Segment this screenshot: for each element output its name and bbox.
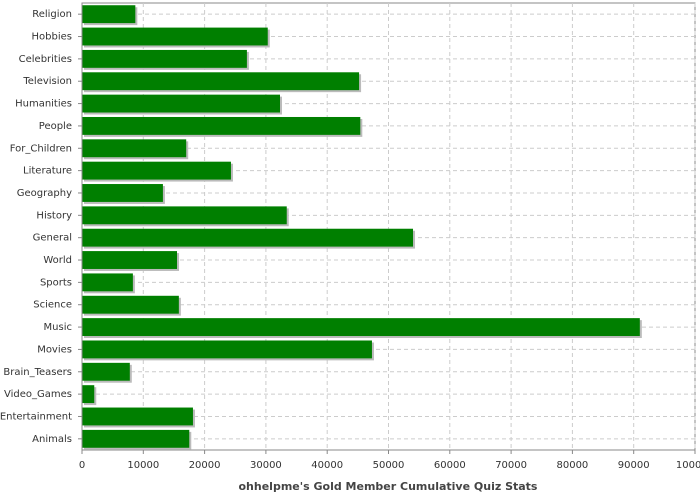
y-tick-label: Brain_Teasers (3, 367, 72, 378)
y-tick-label: Television (22, 76, 72, 87)
bar (82, 139, 187, 158)
x-tick-label: 70000 (495, 460, 527, 471)
bar (82, 340, 372, 359)
x-tick-label: 10000 (127, 460, 159, 471)
y-tick-label: Geography (17, 188, 72, 199)
y-tick-label: Science (33, 300, 72, 311)
x-tick-label: 80000 (556, 460, 588, 471)
y-tick-label: Movies (37, 344, 72, 355)
bar (82, 429, 190, 448)
bar (82, 407, 193, 426)
x-tick-label: 100000 (676, 460, 700, 471)
y-tick-label: Entertainment (0, 411, 72, 422)
x-tick-label: 60000 (434, 460, 466, 471)
y-tick-label: Video_Games (4, 389, 72, 400)
y-tick-label: Hobbies (32, 32, 72, 43)
y-tick-label: Music (44, 322, 72, 333)
y-tick-label: Humanities (15, 99, 72, 110)
x-tick-label: 0 (79, 460, 85, 471)
bar (82, 206, 287, 225)
bar (82, 27, 268, 46)
y-tick-label: Animals (32, 434, 72, 445)
bar (82, 72, 360, 91)
y-tick-label: For_Children (10, 143, 72, 154)
y-tick-label: History (36, 210, 72, 221)
y-tick-label: Celebrities (19, 54, 72, 65)
x-tick-label: 40000 (311, 460, 343, 471)
y-tick-label: Literature (23, 166, 72, 177)
x-tick-label: 50000 (373, 460, 405, 471)
bar (82, 94, 280, 113)
bar (82, 295, 179, 314)
bar (82, 385, 95, 404)
y-tick-label: General (33, 233, 72, 244)
bar (82, 273, 133, 292)
y-tick-label: People (39, 121, 72, 132)
y-tick-label: World (43, 255, 72, 266)
y-tick-label: Religion (32, 9, 72, 20)
bar (82, 49, 247, 68)
bar (82, 318, 640, 337)
y-tick-label: Sports (40, 277, 72, 288)
bar (82, 161, 231, 180)
bar (82, 5, 136, 24)
bar (82, 251, 178, 269)
bar (82, 116, 361, 135)
x-tick-label: 20000 (189, 460, 221, 471)
x-axis-title: ohhelpme's Gold Member Cumulative Quiz S… (239, 480, 538, 493)
bar (82, 184, 163, 202)
x-tick-label: 30000 (250, 460, 282, 471)
bar (82, 362, 130, 381)
x-tick-label: 90000 (618, 460, 650, 471)
bar (82, 228, 414, 247)
